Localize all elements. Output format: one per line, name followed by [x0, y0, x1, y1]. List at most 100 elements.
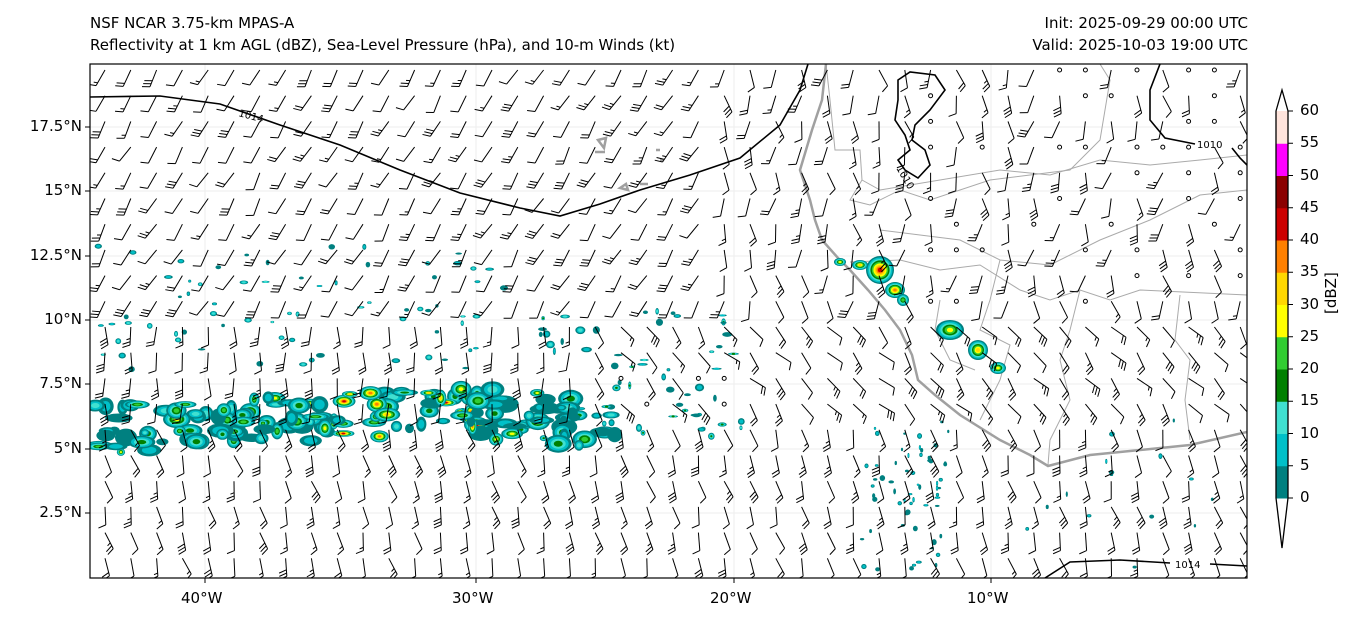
- wind-barb: [629, 95, 648, 112]
- wind-barb: [1095, 249, 1112, 267]
- reflectivity-cell: [404, 308, 410, 312]
- wind-barb: [245, 198, 261, 217]
- wind-barb: [321, 121, 338, 139]
- wind-barb: [487, 558, 494, 578]
- reflectivity-cell: [904, 512, 909, 516]
- wind-barb: [207, 506, 217, 530]
- reflectivity-cell: [474, 315, 479, 318]
- title-line1: NSF NCAR 3.75-km MPAS-A: [90, 14, 295, 32]
- wind-barb: [333, 404, 341, 427]
- wind-barb: [646, 352, 658, 375]
- reflectivity-cell: [900, 447, 904, 452]
- calm-wind-circle: [618, 375, 624, 381]
- wind-barb: [722, 506, 730, 530]
- reflectivity-cell: [722, 332, 733, 337]
- wind-barb: [969, 275, 983, 294]
- wind-barb: [295, 223, 312, 242]
- calm-wind-circle: [1134, 247, 1140, 253]
- reflectivity-cell: [143, 431, 147, 435]
- wind-barb: [252, 481, 261, 503]
- reflectivity-cell: [187, 292, 190, 296]
- wind-barb: [904, 352, 912, 376]
- wind-barb: [922, 172, 932, 195]
- wind-barb: [620, 506, 628, 530]
- wind-barb: [1213, 326, 1226, 349]
- wind-barb: [1079, 532, 1088, 555]
- wind-barb: [655, 172, 674, 189]
- wind-barb: [1107, 532, 1116, 555]
- wind-barb: [233, 429, 243, 453]
- reflectivity-cell: [859, 538, 865, 541]
- wind-barb: [424, 69, 441, 87]
- wind-barb: [620, 403, 635, 424]
- wind-barb: [930, 352, 944, 373]
- reflectivity-cell: [931, 539, 937, 546]
- wind-barb: [718, 224, 727, 247]
- wind-barb: [681, 69, 699, 87]
- wind-barb: [723, 532, 731, 556]
- wind-barb: [1228, 301, 1241, 321]
- wind-barb: [901, 558, 907, 578]
- reflectivity-cell: [684, 409, 687, 412]
- wind-barb: [875, 224, 884, 247]
- wind-barb: [1131, 532, 1141, 555]
- wind-barb: [243, 249, 261, 267]
- wind-barb: [594, 429, 603, 453]
- wind-barb: [845, 275, 854, 297]
- wind-barb: [903, 429, 911, 453]
- reflectivity-cell: [359, 306, 363, 309]
- wind-barb: [121, 378, 132, 399]
- reflectivity-cell: [910, 502, 913, 505]
- wind-barb: [1213, 506, 1224, 530]
- reflectivity-cell: [271, 320, 274, 323]
- wind-barb: [718, 455, 727, 478]
- reflectivity-cell: [875, 567, 880, 572]
- reflectivity-cell: [566, 395, 575, 402]
- wind-barb: [164, 198, 183, 214]
- wind-barb: [653, 121, 673, 137]
- calm-wind-circle: [953, 298, 959, 304]
- wind-barb: [353, 404, 364, 425]
- wind-barb: [1214, 403, 1230, 423]
- reflectivity-cell: [628, 384, 631, 387]
- calm-wind-circle: [695, 375, 701, 381]
- wind-barb: [1033, 326, 1048, 347]
- wind-barb: [304, 378, 313, 401]
- wind-barb: [1134, 95, 1143, 119]
- wind-barb: [845, 506, 854, 529]
- wind-barb: [451, 69, 467, 88]
- wind-barb: [848, 147, 857, 170]
- colorbar-tick-label: 35: [1300, 262, 1320, 281]
- wind-barb: [1079, 506, 1088, 529]
- wind-barb: [217, 69, 235, 87]
- reflectivity-cell: [542, 437, 545, 440]
- wind-barb: [165, 172, 183, 189]
- wind-barb: [930, 455, 940, 478]
- reflectivity-cell: [211, 312, 215, 315]
- wind-barb: [680, 95, 699, 112]
- wind-barb: [878, 403, 896, 422]
- wind-barb: [355, 532, 364, 555]
- wind-barb: [981, 455, 989, 479]
- wind-barb: [464, 455, 472, 478]
- wind-barb: [775, 275, 785, 298]
- wind-barb: [644, 506, 653, 530]
- reflectivity-cell: [461, 315, 465, 318]
- wind-barb: [826, 558, 835, 578]
- wind-barb: [1187, 455, 1195, 479]
- wind-barb: [500, 95, 519, 112]
- wind-barb: [1110, 403, 1125, 425]
- wind-barb: [930, 429, 939, 453]
- calm-wind-circle: [1082, 298, 1088, 304]
- wind-barb: [904, 378, 918, 400]
- wind-barb: [1085, 326, 1100, 347]
- wind-barb: [345, 95, 364, 112]
- title-line2: Reflectivity at 1 km AGL (dBZ), Sea-Leve…: [90, 36, 676, 54]
- reflectivity-cell: [639, 363, 646, 366]
- reflectivity-cell: [221, 408, 226, 413]
- reflectivity-cell: [560, 337, 564, 346]
- wind-barb: [233, 455, 244, 478]
- wind-barb: [948, 172, 957, 194]
- wind-barb: [409, 404, 418, 427]
- wind-barb: [1162, 352, 1175, 374]
